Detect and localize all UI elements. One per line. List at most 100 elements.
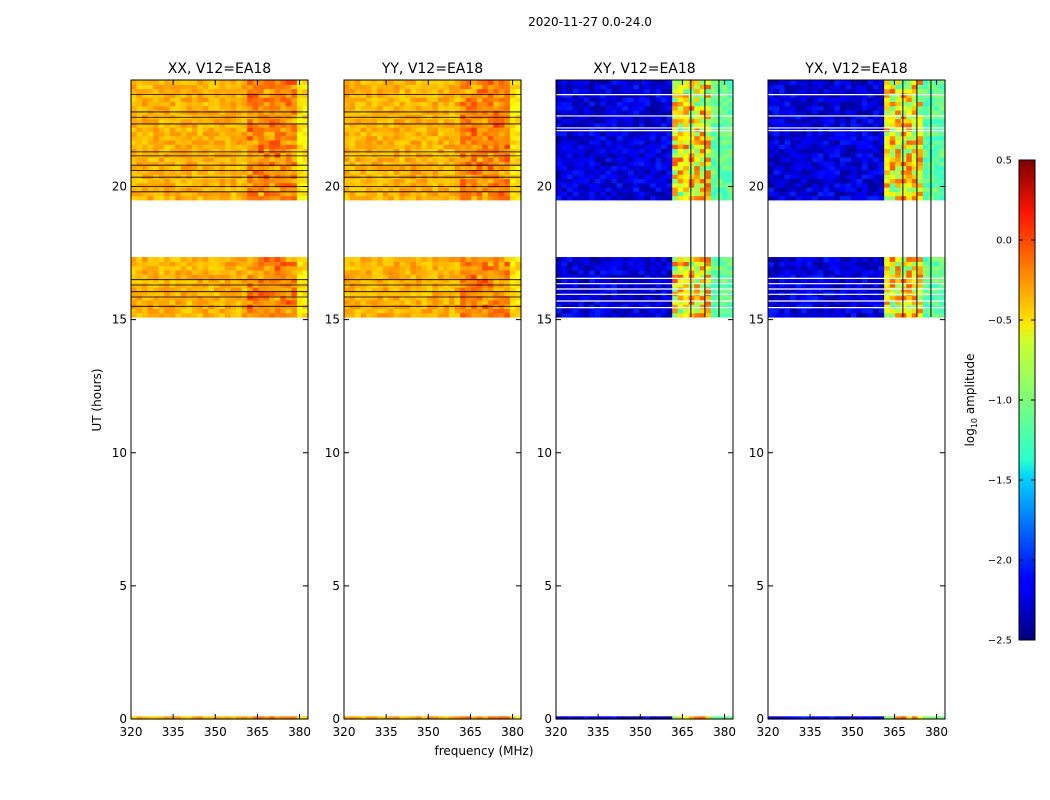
heatmap-cell (131, 261, 138, 267)
heatmap-cell (191, 278, 198, 284)
heatmap-cell (382, 265, 389, 271)
heatmap-cell (280, 139, 287, 145)
heatmap-cell (142, 287, 149, 292)
heatmap-cell (493, 257, 500, 262)
heatmap-cell (515, 122, 522, 128)
heatmap-cell (795, 282, 802, 288)
heatmap-cell (454, 148, 461, 154)
heatmap-cell (594, 269, 601, 275)
heatmap-cell (454, 92, 461, 98)
heatmap-cell (208, 261, 215, 267)
heatmap-cell (191, 84, 198, 90)
heatmap-cell (768, 191, 775, 197)
heatmap-cell (142, 186, 149, 192)
heatmap-cell (449, 191, 456, 197)
heatmap-cell (493, 278, 500, 284)
heatmap-cell (164, 161, 171, 167)
heatmap-cell (666, 174, 673, 180)
heatmap-cell (225, 101, 232, 107)
heatmap-cell (895, 174, 902, 180)
heatmap-cell (677, 257, 684, 262)
panel-title: YY, V12=EA18 (381, 61, 483, 77)
heatmap-cell (421, 312, 428, 318)
heatmap-cell (404, 195, 411, 201)
heatmap-cell (465, 265, 472, 271)
heatmap-cell (779, 291, 786, 297)
heatmap-cell (611, 165, 618, 171)
heatmap-cell (208, 295, 215, 301)
heatmap-cell (180, 92, 187, 98)
y-tick-label: 10 (112, 446, 127, 460)
heatmap-cell (611, 716, 618, 720)
heatmap-cell (382, 127, 389, 132)
heatmap-cell (393, 178, 400, 184)
heatmap-cell (202, 135, 210, 141)
heatmap-cell (202, 291, 210, 297)
heatmap-cell (834, 257, 841, 262)
heatmap-cell (716, 148, 723, 154)
heatmap-cell (360, 97, 367, 102)
heatmap-cell (638, 92, 646, 98)
heatmap-cell (655, 114, 662, 120)
heatmap-cell (285, 105, 293, 111)
heatmap-cell (856, 186, 863, 192)
heatmap-cell (633, 105, 640, 111)
heatmap-cell (415, 148, 423, 154)
heatmap-cell (476, 97, 483, 102)
heatmap-cell (889, 195, 896, 201)
heatmap-cell (688, 308, 695, 314)
heatmap-cell (131, 299, 138, 305)
heatmap-cell (164, 261, 171, 267)
heatmap-cell (360, 182, 367, 188)
heatmap-cell (410, 139, 417, 145)
heatmap-cell (269, 299, 276, 305)
heatmap-cell (280, 127, 287, 132)
heatmap-cell (471, 122, 478, 128)
heatmap-cell (371, 148, 378, 154)
heatmap-cell (666, 122, 673, 128)
heatmap-cell (672, 84, 679, 90)
heatmap-cell (650, 257, 657, 262)
heatmap-cell (567, 114, 574, 120)
heatmap-cell (487, 261, 494, 267)
heatmap-cell (627, 148, 635, 154)
heatmap-cell (633, 265, 640, 271)
heatmap-cell (627, 97, 635, 102)
heatmap-cell (169, 157, 176, 162)
heatmap-cell (806, 178, 813, 184)
heatmap-cell (269, 114, 276, 120)
heatmap-cell (426, 80, 434, 85)
heatmap-cell (583, 186, 590, 192)
heatmap-cell (939, 312, 946, 318)
heatmap-cell (900, 274, 907, 280)
heatmap-cell (906, 299, 913, 305)
heatmap-cell (153, 257, 160, 262)
heatmap-cell (583, 114, 590, 120)
heatmap-cell (498, 97, 506, 102)
heatmap-cell (443, 114, 450, 120)
heatmap-cell (482, 114, 489, 120)
heatmap-cell (247, 97, 254, 102)
heatmap-cell (795, 165, 802, 171)
heatmap-cell (556, 261, 563, 267)
heatmap-cell (727, 291, 734, 297)
heatmap-cell (219, 161, 226, 167)
heatmap-cell (801, 269, 808, 275)
heatmap-cell (605, 174, 612, 180)
heatmap-cell (302, 127, 309, 132)
heatmap-cell (230, 287, 237, 292)
heatmap-cell (779, 282, 786, 288)
heatmap-cell (421, 295, 428, 301)
heatmap-cell (382, 101, 389, 107)
heatmap-cell (578, 101, 585, 107)
heatmap-cell (404, 261, 411, 267)
heatmap-cell (393, 131, 400, 137)
heatmap-cell (928, 716, 935, 720)
heatmap-cell (710, 97, 718, 102)
heatmap-cell (672, 131, 679, 137)
heatmap-cell (650, 101, 657, 107)
heatmap-cell (768, 169, 775, 175)
heatmap-cell (175, 118, 182, 124)
heatmap-cell (476, 101, 483, 107)
heatmap-cell (443, 169, 450, 175)
